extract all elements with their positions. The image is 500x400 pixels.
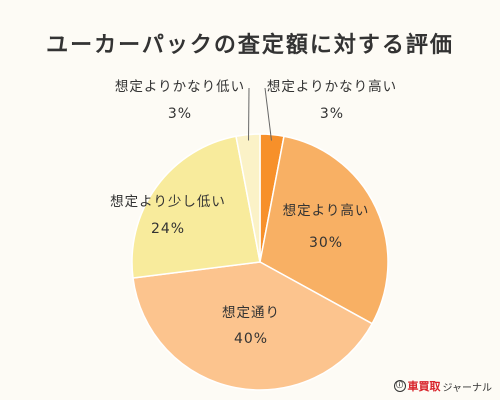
slice-value-slightly-lower: 24% <box>151 221 185 237</box>
chart-title: ユーカーパックの査定額に対する評価 <box>46 32 454 58</box>
slice-value-much-higher: 3% <box>320 106 344 122</box>
pie-slice-1 <box>259 135 389 325</box>
slice-label-much-higher: 想定よりかなり高い <box>267 78 397 95</box>
slice-label-as-expected: 想定通り <box>222 305 280 321</box>
leader-lines <box>248 87 272 141</box>
slice-value-higher: 30% <box>309 235 343 251</box>
slice-label-slightly-lower: 想定より少し低い <box>110 194 226 210</box>
logo-brand-text: 車買取 <box>407 380 441 393</box>
pie-slices <box>131 133 389 391</box>
slice-value-much-lower: 3% <box>168 106 192 122</box>
slice-label-higher: 想定より高い <box>283 202 370 219</box>
pie-slice-2 <box>132 261 374 391</box>
logo-mark-icon: ⓘ <box>393 380 406 392</box>
pie-slice-3 <box>131 135 261 279</box>
brand-logo: ⓘ 車買取 ジャーナル <box>393 378 493 394</box>
logo-suffix-text: ジャーナル <box>442 382 493 394</box>
leader-line-0 <box>264 87 272 141</box>
pie-slice-4 <box>235 133 261 263</box>
slice-value-as-expected: 40% <box>234 331 268 347</box>
slice-label-much-lower: 想定よりかなり低い <box>115 79 245 95</box>
